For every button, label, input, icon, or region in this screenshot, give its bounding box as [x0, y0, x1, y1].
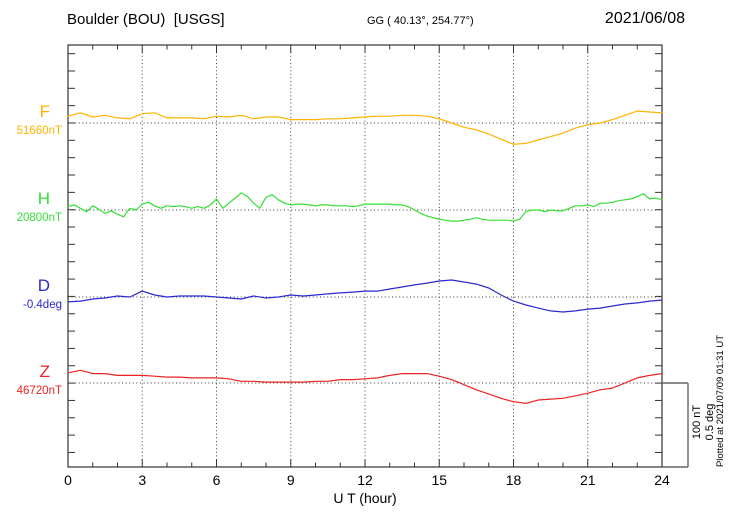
- scale-bar-deg: 0.5 deg: [703, 403, 716, 441]
- scale-bar-nt: 100 nT: [691, 404, 703, 440]
- trace-D: [67, 279, 663, 313]
- plot-frame: [67, 44, 663, 468]
- channel-baseline-F: 51660nT: [16, 125, 62, 137]
- x-tick-label-12: 12: [357, 472, 373, 488]
- channel-label-H: H: [37, 189, 50, 208]
- x-tick-label-15: 15: [431, 472, 448, 488]
- station-title: Boulder (BOU) [USGS]: [67, 11, 225, 28]
- x-tick-label-0: 0: [64, 472, 72, 488]
- x-axis-title: U T (hour): [333, 490, 397, 506]
- x-tick-label-6: 6: [212, 472, 221, 488]
- plot-date: 2021/06/08: [604, 10, 685, 27]
- plotted-at-timestamp: Plotted at 2021/07/09 01:31 UT: [715, 334, 726, 468]
- channel-baseline-H: 20800nT: [16, 212, 62, 224]
- channel-baseline-D: -0.4deg: [22, 299, 62, 311]
- channel-label-D: D: [37, 276, 50, 295]
- x-tick-label-21: 21: [579, 472, 596, 488]
- channel-label-Z: Z: [39, 362, 50, 381]
- trace-Z: [67, 369, 663, 404]
- trace-F: [67, 110, 663, 145]
- geographic-coordinates: GG ( 40.13°, 254.77°): [367, 15, 474, 27]
- scale-bar-label: 100 nT 0.5 deg: [691, 380, 717, 464]
- x-tick-label-18: 18: [505, 472, 522, 488]
- trace-H: [67, 192, 663, 222]
- x-tick-label-9: 9: [286, 472, 295, 488]
- x-tick-label-24: 24: [654, 472, 670, 488]
- x-tick-label-3: 3: [138, 472, 147, 488]
- channel-label-F: F: [39, 102, 50, 121]
- channel-baseline-Z: 46720nT: [16, 385, 62, 397]
